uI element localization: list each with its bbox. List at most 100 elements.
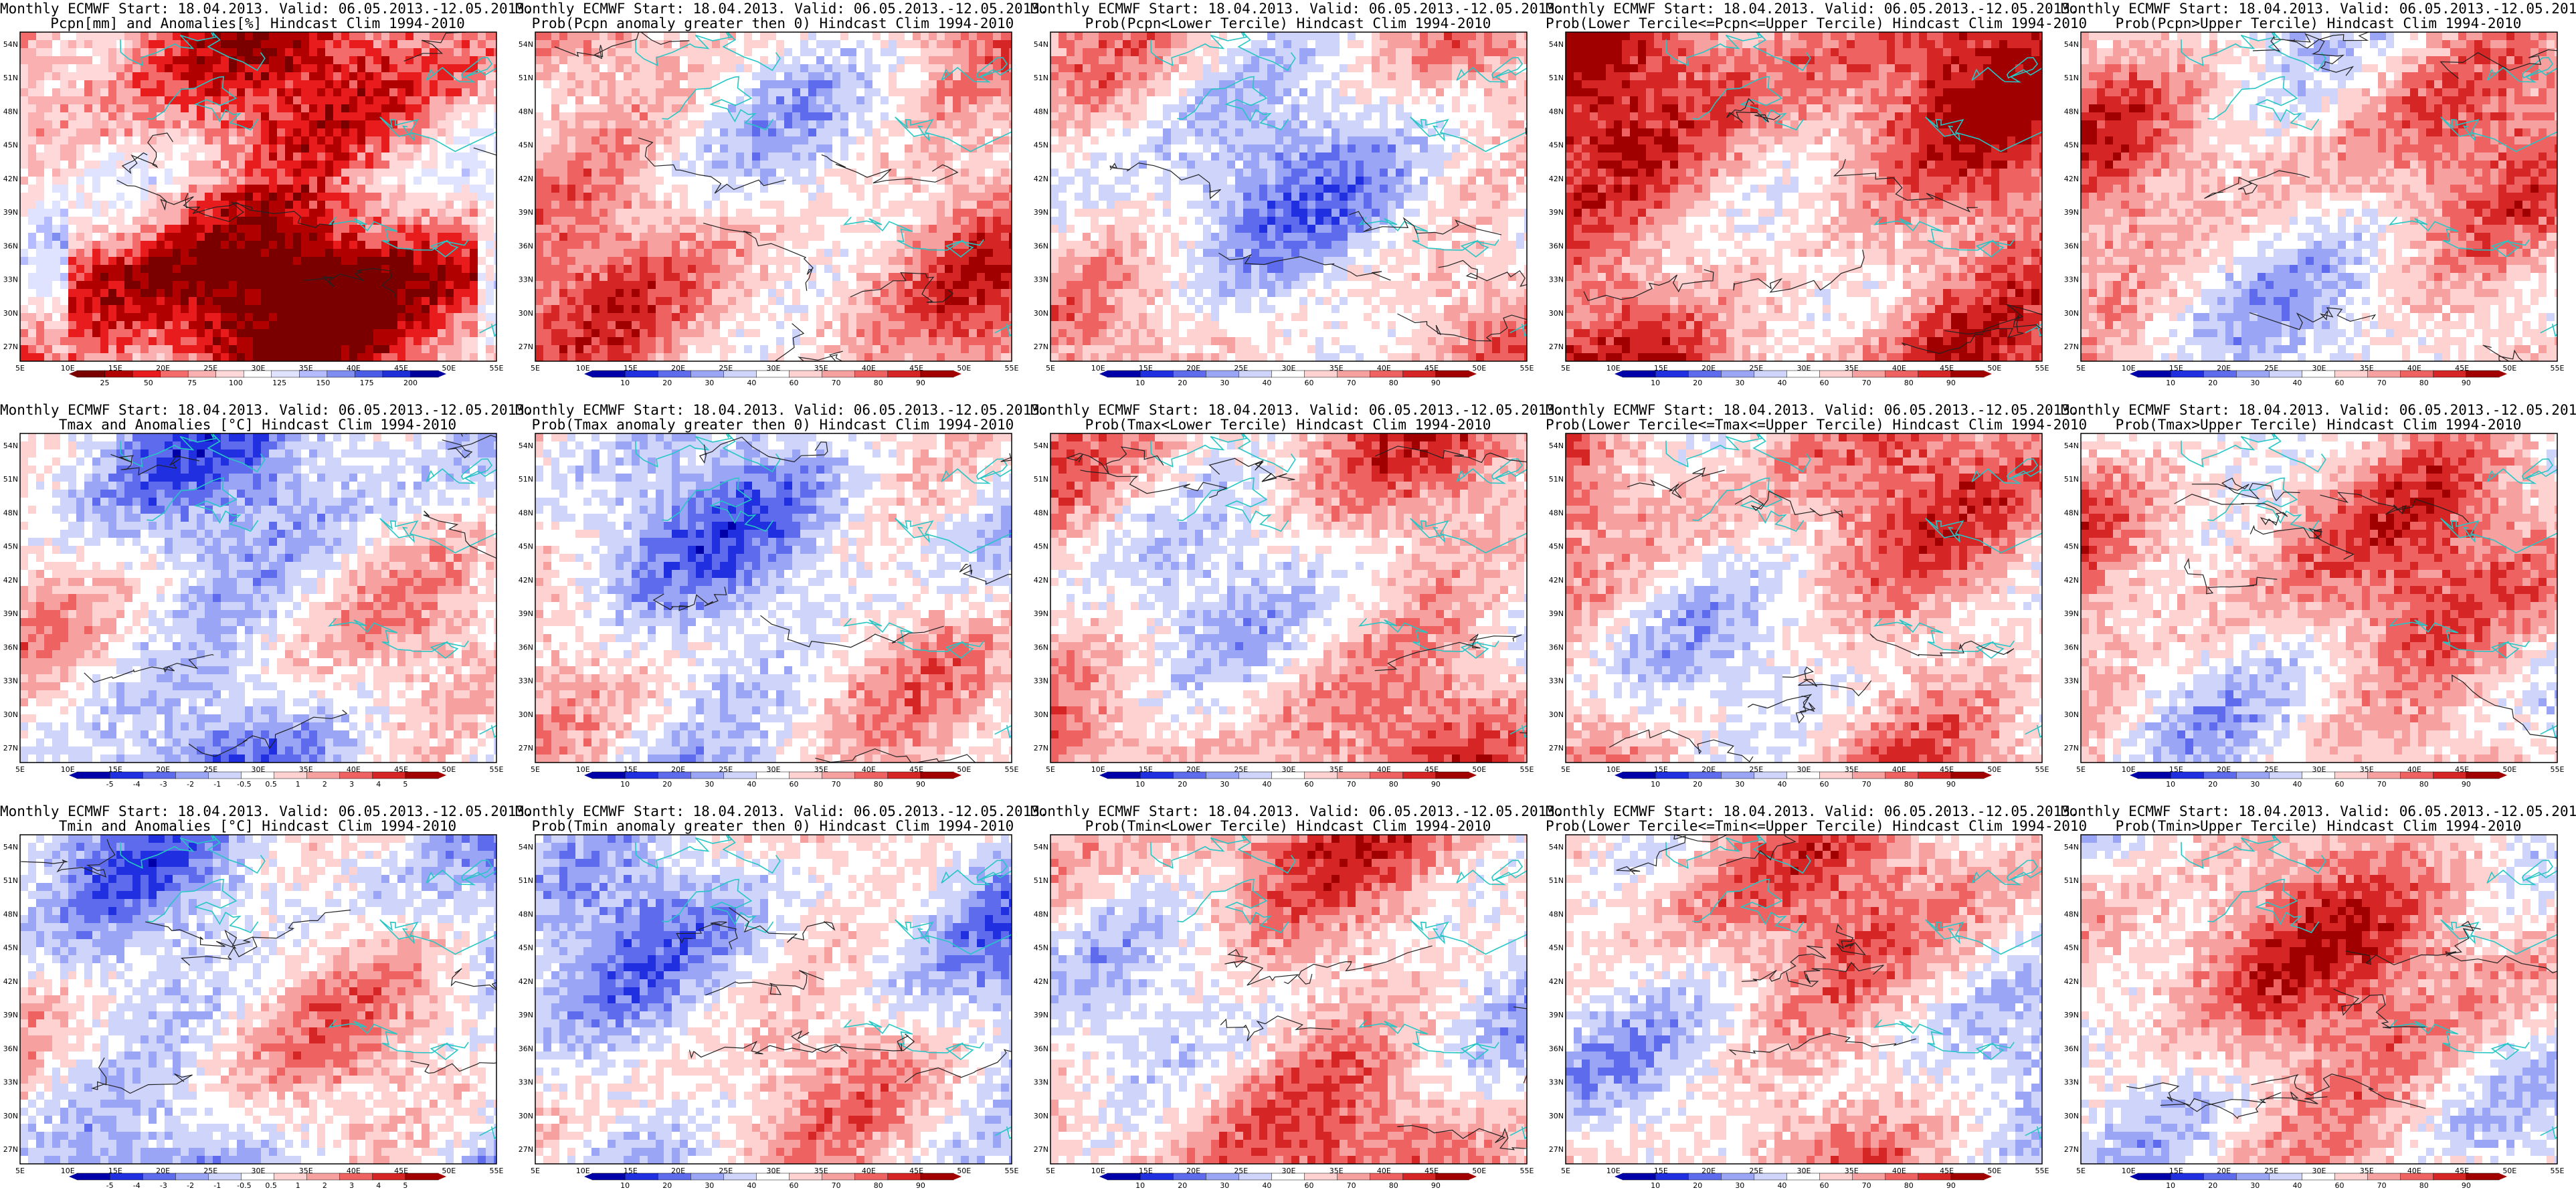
- colorbar-label: 30: [2250, 780, 2260, 789]
- lon-tick-label: 10E: [1606, 765, 1621, 774]
- panel-title-line2: Prob(Tmin<Lower Tercile) Hindcast Clim 1…: [1030, 819, 1546, 833]
- lat-tick-label: 48N: [1549, 910, 1564, 918]
- lat-tick-label: 33N: [3, 276, 18, 284]
- lon-tick-label: 5E: [15, 765, 25, 774]
- map-frame: [1050, 834, 1528, 1165]
- colorbar-swatch: [1885, 1173, 1919, 1181]
- lon-tick-label: 50E: [442, 765, 456, 774]
- panel-title-line1: Monthly ECMWF Start: 18.04.2013. Valid: …: [515, 1, 1048, 16]
- colorbar-swatch: [410, 370, 439, 378]
- colorbar-label: 80: [874, 1181, 883, 1190]
- map-panel: Monthly ECMWF Start: 18.04.2013. Valid: …: [1546, 0, 2087, 401]
- colorbar-label: 60: [1305, 1181, 1314, 1190]
- panel-title-line1: Monthly ECMWF Start: 18.04.2013. Valid: …: [0, 403, 533, 417]
- lon-tick-label: 5E: [15, 364, 25, 373]
- colorbar-swatch: [109, 1173, 143, 1181]
- lat-tick-label: 54N: [519, 441, 533, 450]
- colorbar-swatch: [591, 1173, 626, 1181]
- colorbar-swatch: [1655, 370, 1689, 378]
- colorbar-label: 30: [1735, 780, 1744, 789]
- colorbar-swatch: [789, 771, 823, 779]
- lat-tick-label: 45N: [1034, 542, 1048, 551]
- panel-title-line2: Prob(Lower Tercile<=Tmax<=Upper Tercile)…: [1546, 417, 2087, 432]
- colorbar-swatch: [1238, 771, 1273, 779]
- lon-tick-label: 5E: [531, 765, 540, 774]
- colorbar-label: 70: [832, 1181, 841, 1190]
- colorbar-swatch: [2400, 1173, 2434, 1181]
- lon-tick-label: 10E: [2122, 364, 2136, 373]
- panel-title-line2: Prob(Tmax>Upper Tercile) Hindcast Clim 1…: [2061, 417, 2576, 432]
- colorbar-label: 40: [1262, 780, 1271, 789]
- map-frame: [535, 31, 1012, 362]
- colorbar-swatch: [822, 771, 856, 779]
- colorbar-swatch: [1337, 370, 1371, 378]
- lat-tick-label: 54N: [519, 843, 533, 851]
- colorbar-label: 90: [916, 379, 925, 387]
- lon-tick-label: 10E: [2122, 765, 2136, 774]
- colorbar-label: 4: [376, 1181, 381, 1190]
- lat-tick-label: 45N: [519, 944, 533, 952]
- shaded-field: [1566, 433, 2042, 763]
- colorbar-swatch: [624, 1173, 658, 1181]
- colorbar-swatch: [1238, 370, 1273, 378]
- lat-tick-label: 54N: [1034, 40, 1048, 49]
- colorbar-label: 90: [1431, 1181, 1441, 1190]
- colorbar-swatch: [2334, 771, 2369, 779]
- colorbar-label: 20: [1693, 379, 1702, 387]
- lon-tick-label: 10E: [1606, 1167, 1621, 1175]
- colorbar-label: 70: [2377, 379, 2387, 387]
- panel-title-line2: Prob(Tmax<Lower Tercile) Hindcast Clim 1…: [1030, 417, 1546, 432]
- colorbar-swatch: [591, 370, 626, 378]
- colorbar-label: 70: [1347, 379, 1356, 387]
- colorbar-swatch: [1754, 1173, 1788, 1181]
- lat-tick-label: 33N: [1549, 276, 1564, 284]
- colorbar: [2130, 771, 2507, 779]
- lat-tick-label: 54N: [3, 843, 18, 851]
- colorbar-swatch: [208, 771, 242, 779]
- colorbar-label: -3: [160, 780, 167, 789]
- panel-title-line1: Monthly ECMWF Start: 18.04.2013. Valid: …: [515, 804, 1048, 819]
- colorbar-swatch: [1172, 1173, 1206, 1181]
- colorbar-label: 60: [790, 780, 799, 789]
- lat-tick-label: 45N: [2064, 944, 2079, 952]
- lon-tick-label: 50E: [2502, 765, 2516, 774]
- lat-tick-label: 36N: [519, 1044, 533, 1053]
- map-frame: [535, 433, 1012, 763]
- colorbar-label: 0.5: [265, 1181, 277, 1190]
- colorbar-swatch: [1754, 771, 1788, 779]
- lat-tick-label: 39N: [3, 208, 18, 217]
- panel-title-line2: Prob(Pcpn anomaly greater then 0) Hindca…: [515, 16, 1030, 31]
- lat-tick-label: 42N: [1034, 576, 1048, 585]
- colorbar-label: 60: [790, 379, 799, 387]
- colorbar-swatch: [306, 1173, 341, 1181]
- lat-tick-label: 42N: [519, 576, 533, 585]
- lat-tick-label: 42N: [519, 977, 533, 986]
- colorbar-swatch: [1139, 771, 1174, 779]
- colorbar: [69, 771, 446, 779]
- lat-tick-label: 42N: [1549, 576, 1564, 585]
- colorbar-label: -2: [187, 1181, 194, 1190]
- lat-tick-label: 27N: [2064, 342, 2079, 351]
- colorbar-label: 40: [1262, 379, 1271, 387]
- colorbar-swatch: [2367, 370, 2401, 378]
- colorbar-label: 10: [620, 780, 630, 789]
- panel-title-line2: Prob(Lower Tercile<=Tmin<=Upper Tercile)…: [1546, 819, 2087, 833]
- colorbar-label: 80: [1904, 1181, 1914, 1190]
- shaded-field: [1566, 32, 2042, 361]
- colorbar-label: -0.5: [237, 780, 251, 789]
- colorbar-swatch: [1852, 370, 1886, 378]
- colorbar-swatch: [1687, 370, 1722, 378]
- colorbar-label: 40: [1777, 780, 1786, 789]
- colorbar-swatch: [2137, 771, 2171, 779]
- colorbar-swatch: [1655, 1173, 1689, 1181]
- colorbar-swatch: [76, 370, 106, 378]
- colorbar-swatch: [1337, 771, 1371, 779]
- lat-tick-label: 33N: [2064, 677, 2079, 686]
- colorbar-swatch: [339, 771, 373, 779]
- lat-tick-label: 30N: [519, 1112, 533, 1120]
- lon-tick-label: 50E: [2502, 1167, 2516, 1175]
- colorbar: [1615, 1173, 1992, 1181]
- map-panel: Monthly ECMWF Start: 18.04.2013. Valid: …: [515, 0, 1048, 401]
- colorbar-swatch: [142, 1173, 176, 1181]
